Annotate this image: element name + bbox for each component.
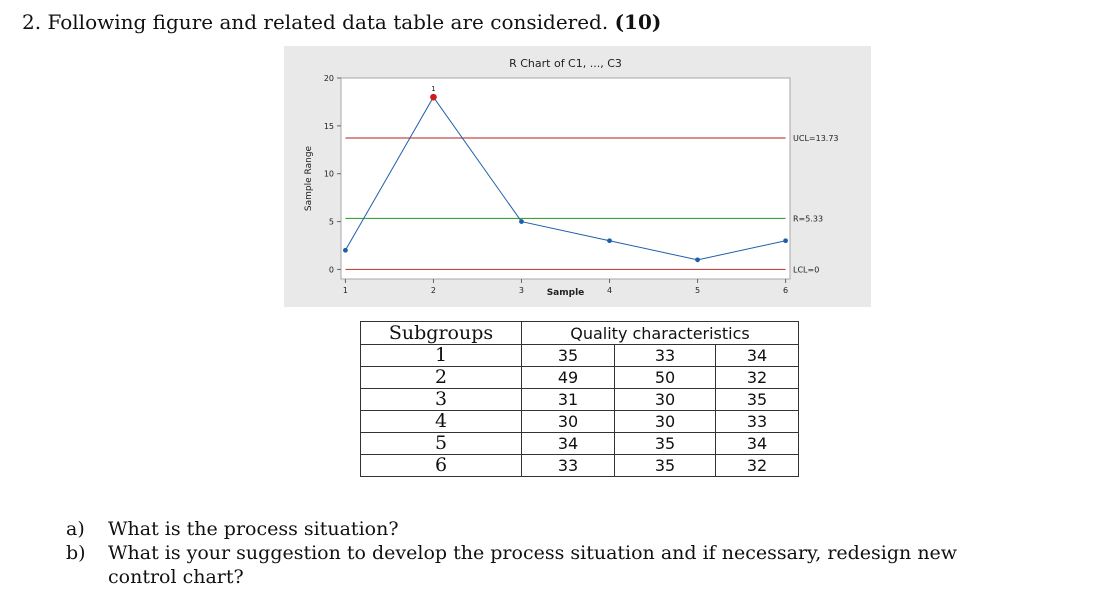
y-tick-label: 5 bbox=[329, 218, 334, 227]
value-cell: 31 bbox=[521, 388, 615, 411]
data-point bbox=[519, 219, 524, 224]
subquestion-a: a) What is the process situation? bbox=[66, 517, 957, 541]
value-cell: 50 bbox=[614, 366, 716, 389]
data-point bbox=[343, 247, 348, 253]
subquestion-a-letter: a) bbox=[66, 518, 85, 540]
value-cell: 30 bbox=[614, 388, 716, 411]
x-tick-label: 6 bbox=[783, 286, 788, 295]
subgroup-cell: 4 bbox=[360, 410, 522, 433]
value-cell: 34 bbox=[715, 432, 799, 455]
data-table: Subgroups Quality characteristics 1 35 33 3… bbox=[360, 321, 799, 477]
value-cell: 30 bbox=[614, 410, 716, 433]
x-tick-label: 1 bbox=[343, 286, 348, 295]
subquestion-b-continuation: control chart? bbox=[108, 566, 244, 588]
subquestion-b: b) What is your suggestion to develop th… bbox=[66, 541, 957, 565]
value-cell: 33 bbox=[715, 410, 799, 433]
y-tick-label: 20 bbox=[324, 74, 334, 83]
data-point bbox=[607, 238, 612, 244]
subgroup-cell: 5 bbox=[360, 432, 522, 455]
r-chart-panel: R Chart of C1, ..., C3 Sample Sample Range… bbox=[284, 46, 871, 307]
value-cell: 35 bbox=[614, 432, 716, 455]
x-tick-label: 5 bbox=[695, 286, 700, 295]
control-limit-label: UCL=13.73 bbox=[793, 134, 839, 143]
out-of-control-flag: 1 bbox=[431, 85, 435, 93]
subgroup-cell: 2 bbox=[360, 366, 522, 389]
y-tick-label: 0 bbox=[329, 265, 334, 274]
value-cell: 33 bbox=[521, 454, 615, 477]
y-axis-label: Sample Range bbox=[304, 145, 314, 211]
x-tick-label: 2 bbox=[431, 286, 436, 295]
value-cell: 32 bbox=[715, 366, 799, 389]
table-row: 3 31 30 35 bbox=[360, 388, 799, 411]
table-row: 1 35 33 34 bbox=[360, 344, 799, 367]
series-line bbox=[344, 96, 786, 261]
data-point bbox=[430, 93, 437, 101]
table-row: 6 33 35 32 bbox=[360, 454, 799, 477]
data-point bbox=[695, 257, 700, 263]
question-points: (10) bbox=[614, 10, 662, 34]
header-quality: Quality characteristics bbox=[521, 321, 799, 345]
plot-area bbox=[340, 77, 791, 280]
header-subgroups: Subgroups bbox=[360, 321, 522, 345]
value-cell: 35 bbox=[614, 454, 716, 477]
control-limit-label: LCL=0 bbox=[793, 265, 819, 274]
subquestion-b-letter: b) bbox=[66, 542, 86, 564]
subgroup-cell: 6 bbox=[360, 454, 522, 477]
value-cell: 30 bbox=[521, 410, 615, 433]
value-cell: 33 bbox=[614, 344, 716, 367]
subquestions: a) What is the process situation? b) Wha… bbox=[66, 517, 957, 589]
subgroup-cell: 1 bbox=[360, 344, 522, 367]
subquestion-a-text: What is the process situation? bbox=[108, 518, 399, 540]
y-tick-label: 15 bbox=[324, 122, 334, 131]
r-chart: R Chart of C1, ..., C3 Sample Sample Range… bbox=[304, 57, 839, 298]
value-cell: 32 bbox=[715, 454, 799, 477]
table-row: 5 34 35 34 bbox=[360, 432, 799, 455]
question-text: Following figure and related data table … bbox=[47, 10, 609, 34]
question-title: 2. Following figure and related data tab… bbox=[22, 10, 661, 34]
y-tick-label: 10 bbox=[324, 170, 334, 179]
chart-title: R Chart of C1, ..., C3 bbox=[509, 57, 622, 70]
data-point bbox=[783, 238, 788, 244]
x-axis-label: Sample bbox=[547, 288, 585, 298]
value-cell: 34 bbox=[521, 432, 615, 455]
control-limit-label: R=5.33 bbox=[793, 214, 823, 223]
subquestion-b-text: What is your suggestion to develop the p… bbox=[108, 542, 958, 564]
table-row: 4 30 30 33 bbox=[360, 410, 799, 433]
table-header-row: Subgroups Quality characteristics bbox=[360, 321, 799, 345]
table-row: 2 49 50 32 bbox=[360, 366, 799, 389]
value-cell: 35 bbox=[521, 344, 615, 367]
value-cell: 34 bbox=[715, 344, 799, 367]
value-cell: 35 bbox=[715, 388, 799, 411]
value-cell: 49 bbox=[521, 366, 615, 389]
question-number: 2. bbox=[22, 10, 42, 34]
x-tick-label: 3 bbox=[519, 286, 524, 295]
subgroup-cell: 3 bbox=[360, 388, 522, 411]
x-tick-label: 4 bbox=[607, 286, 612, 295]
